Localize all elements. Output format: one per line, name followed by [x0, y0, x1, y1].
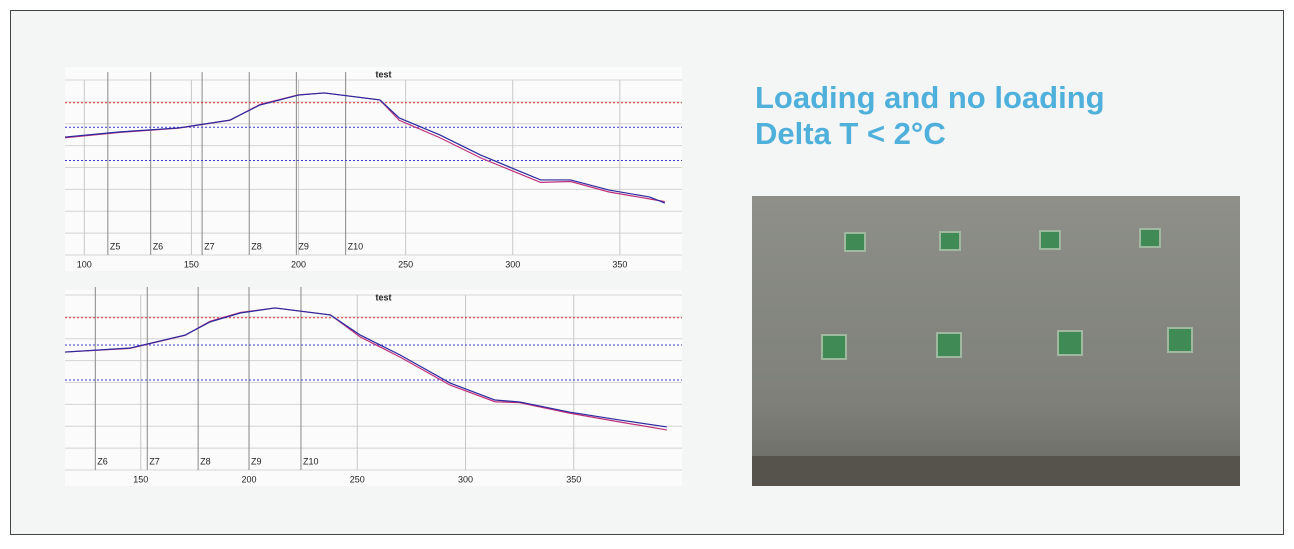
- x-tick-label: 350: [566, 474, 581, 484]
- zone-label: Z9: [251, 456, 262, 466]
- zone-label: Z9: [298, 241, 309, 251]
- zone-label: Z8: [200, 456, 211, 466]
- plot-area: [65, 67, 682, 271]
- photo: [752, 196, 1240, 486]
- x-tick-label: 150: [184, 259, 199, 269]
- x-tick-label: 300: [505, 259, 520, 269]
- chart-title: test: [375, 69, 391, 79]
- x-tick-label: 300: [458, 474, 473, 484]
- x-tick-label: 250: [350, 474, 365, 484]
- zone-label: Z6: [153, 241, 164, 251]
- zone-label: Z8: [251, 241, 262, 251]
- x-tick-label: 200: [291, 259, 306, 269]
- zone-label: Z7: [204, 241, 215, 251]
- heading-line: Delta T < 2°C: [755, 116, 946, 151]
- x-tick-label: 200: [242, 474, 257, 484]
- zone-label: Z10: [303, 456, 319, 466]
- heading-line: Loading and no loading: [755, 80, 1105, 115]
- x-tick-label: 100: [77, 259, 92, 269]
- x-tick-label: 250: [398, 259, 413, 269]
- zone-label: Z7: [149, 456, 160, 466]
- zone-label: Z10: [348, 241, 364, 251]
- plot-area: [65, 290, 682, 486]
- zone-label: Z6: [97, 456, 108, 466]
- x-tick-label: 150: [133, 474, 148, 484]
- series-line: [64, 307, 667, 428]
- chart-title: test: [375, 292, 391, 302]
- zone-label: Z5: [110, 241, 121, 251]
- series-line: [64, 92, 666, 204]
- x-tick-label: 350: [612, 259, 627, 269]
